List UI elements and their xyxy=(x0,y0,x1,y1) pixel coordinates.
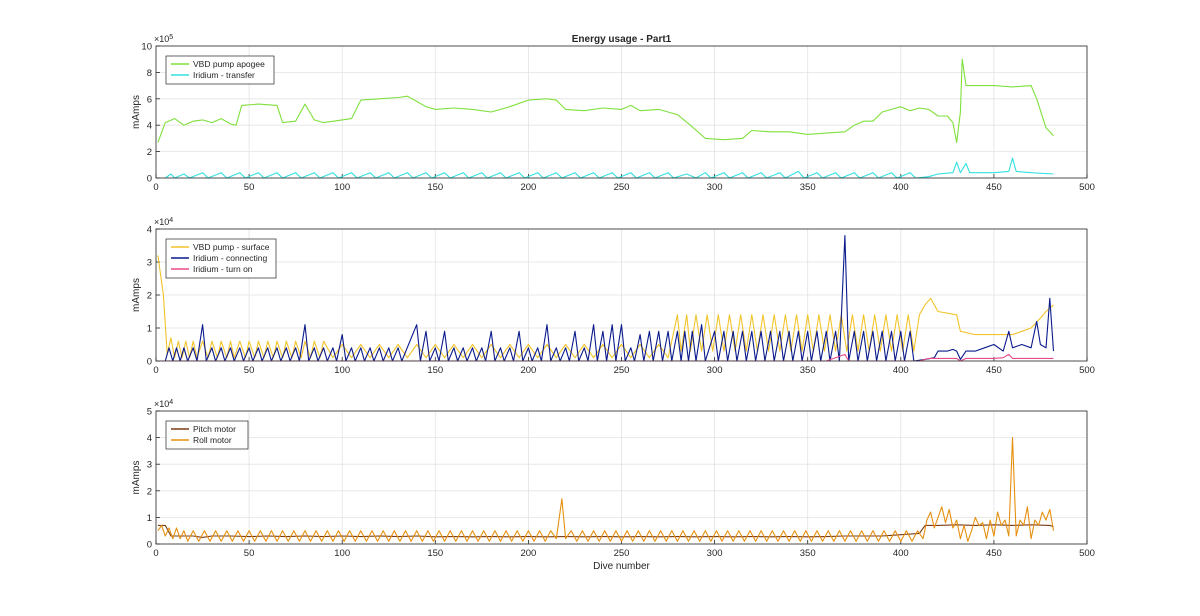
x-tick-label: 350 xyxy=(800,182,816,193)
legend-box xyxy=(165,55,275,85)
x-tick-label: 100 xyxy=(334,365,350,376)
legend-label: VBD pump apogee xyxy=(193,59,265,69)
x-tick-label: 450 xyxy=(986,365,1002,376)
y-tick-label: 1 xyxy=(147,324,152,335)
x-tick-label: 500 xyxy=(1079,182,1095,193)
y-tick-label: 8 xyxy=(147,68,152,79)
x-tick-label: 150 xyxy=(427,548,443,559)
y-tick-label: 1 xyxy=(147,513,152,524)
x-tick-label: 250 xyxy=(614,182,630,193)
x-tick-label: 50 xyxy=(244,365,255,376)
legend-label: Iridium - connecting xyxy=(193,253,267,263)
x-tick-label: 0 xyxy=(153,365,158,376)
x-tick-label: 500 xyxy=(1079,365,1095,376)
legend-label: Pitch motor xyxy=(193,424,236,434)
x-tick-label: 400 xyxy=(893,365,909,376)
legend-label: Iridium - turn on xyxy=(193,264,253,274)
legend-label: Iridium - transfer xyxy=(193,70,255,80)
axes-2: 0 50 100 150 200 250 300 350 400 450 500 0 1 2 3 4×104 m… xyxy=(131,217,1095,376)
series-line-vbd-pump-apogee xyxy=(157,58,1054,143)
y-tick-label: 10 xyxy=(141,42,152,53)
y-tick-label: 0 xyxy=(147,174,152,185)
y-tick-label: 4 xyxy=(147,225,152,236)
axes-3: 0 50 100 150 200 250 300 350 400 450 500 0 1 2 3 4 5×104… xyxy=(131,399,1095,572)
x-tick-label: 200 xyxy=(520,548,536,559)
axes-1: 0 50 100 150 200 250 300 350 400 450 500 0 2 4 6 8 10×10… xyxy=(131,34,1095,193)
x-tick-label: 100 xyxy=(334,548,350,559)
x-axis-label: Dive number xyxy=(593,561,650,572)
x-tick-label: 300 xyxy=(707,365,723,376)
y-exponent-power: 4 xyxy=(169,217,173,224)
x-tick-label: 500 xyxy=(1079,548,1095,559)
y-tick-label: 3 xyxy=(147,460,152,471)
y-exponent-label: ×105 xyxy=(154,34,173,44)
axes-frame xyxy=(155,45,1088,179)
axes-frame xyxy=(155,228,1088,362)
x-tick-label: 250 xyxy=(614,365,630,376)
chart-title: Energy usage - Part1 xyxy=(572,34,672,45)
x-tick-label: 450 xyxy=(986,182,1002,193)
legend-box xyxy=(165,420,249,450)
y-tick-label: 5 xyxy=(147,407,152,418)
y-tick-label: 0 xyxy=(147,540,152,551)
x-tick-label: 400 xyxy=(893,182,909,193)
y-tick-label: 6 xyxy=(147,94,152,105)
x-tick-label: 0 xyxy=(153,182,158,193)
x-tick-label: 400 xyxy=(893,548,909,559)
y-tick-label: 2 xyxy=(147,486,152,497)
x-tick-label: 200 xyxy=(520,365,536,376)
x-tick-label: 350 xyxy=(800,548,816,559)
y-axis-label: mAmps xyxy=(131,278,142,312)
series-line-iridium-connecting xyxy=(157,235,1055,361)
y-exponent-label: ×104 xyxy=(154,217,173,227)
y-axis-label: mAmps xyxy=(131,95,142,129)
x-tick-label: 0 xyxy=(153,548,158,559)
y-tick-label: 2 xyxy=(147,291,152,302)
x-tick-label: 300 xyxy=(707,548,723,559)
legend-label: VBD pump - surface xyxy=(193,242,270,252)
legend-label: Roll motor xyxy=(193,435,232,445)
x-tick-label: 200 xyxy=(520,182,536,193)
x-tick-label: 450 xyxy=(986,548,1002,559)
y-tick-label: 2 xyxy=(147,147,152,158)
y-exponent-power: 4 xyxy=(169,399,173,406)
y-axis-label: mAmps xyxy=(131,461,142,495)
x-tick-label: 50 xyxy=(244,182,255,193)
y-exponent-label: ×104 xyxy=(154,399,173,409)
y-exponent-power: 5 xyxy=(169,34,173,41)
x-tick-label: 150 xyxy=(427,365,443,376)
series-line-roll-motor xyxy=(157,437,1055,542)
x-tick-label: 350 xyxy=(800,365,816,376)
y-tick-label: 3 xyxy=(147,258,152,269)
axes-frame xyxy=(155,410,1088,545)
x-tick-label: 250 xyxy=(614,548,630,559)
x-tick-label: 150 xyxy=(427,182,443,193)
x-tick-label: 50 xyxy=(244,548,255,559)
x-tick-label: 100 xyxy=(334,182,350,193)
y-tick-label: 4 xyxy=(147,433,152,444)
x-tick-label: 300 xyxy=(707,182,723,193)
y-tick-label: 4 xyxy=(147,121,152,132)
y-tick-label: 0 xyxy=(147,357,152,368)
series-line-iridium-turn-on xyxy=(157,353,1054,361)
